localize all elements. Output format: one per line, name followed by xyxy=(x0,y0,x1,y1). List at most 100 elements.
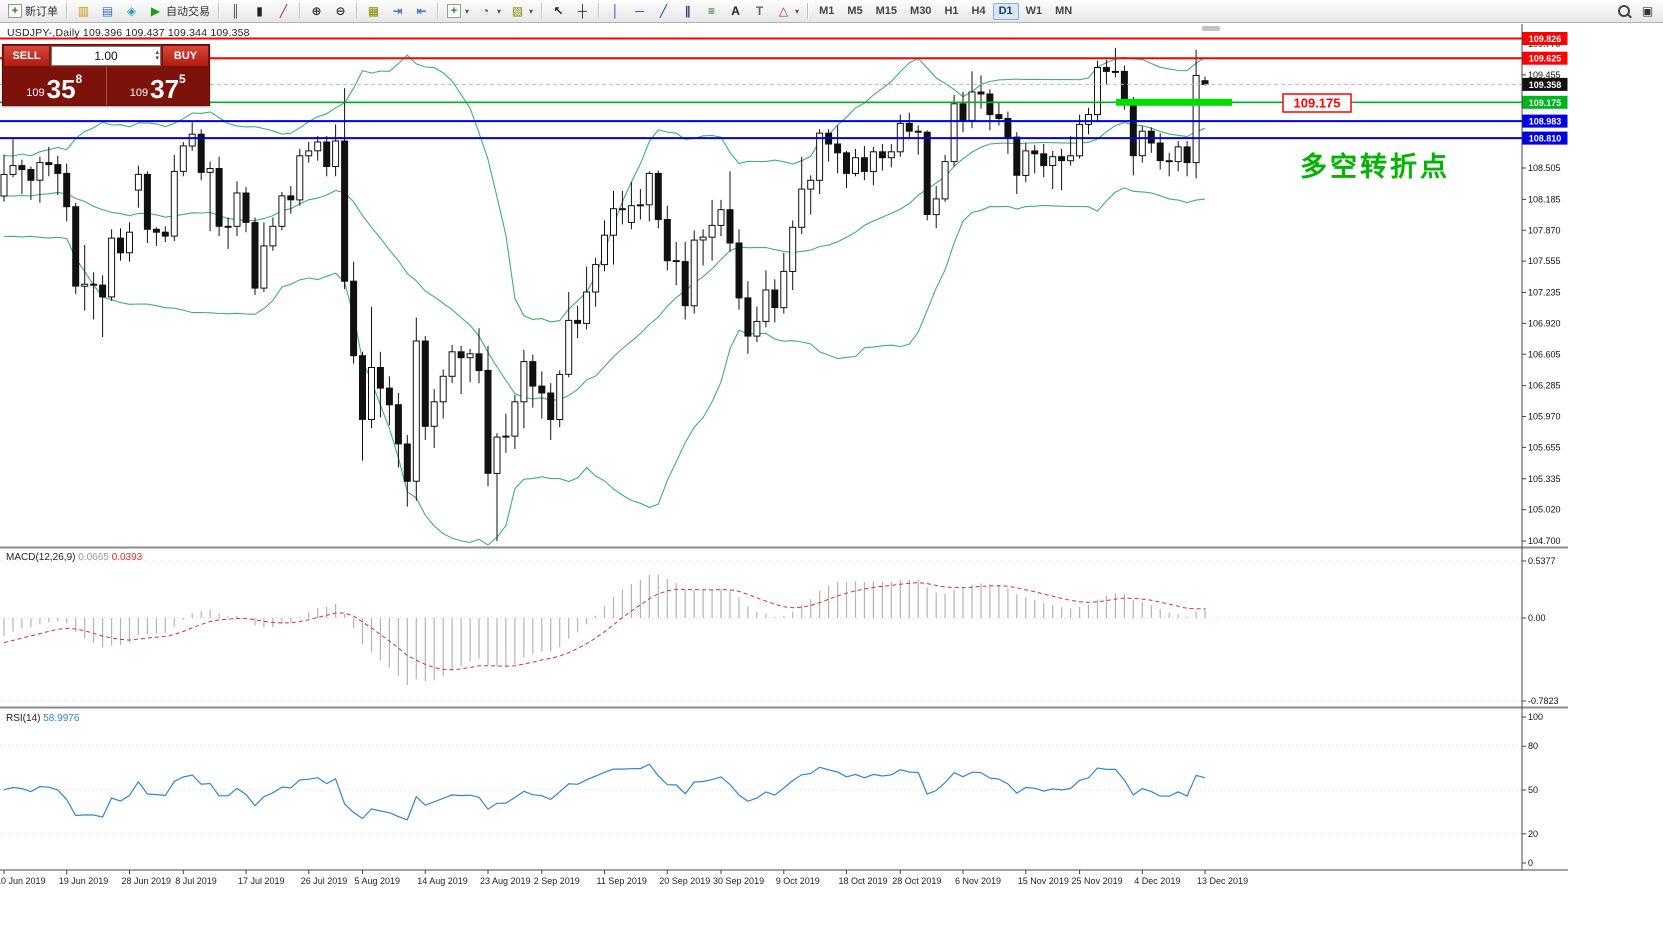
candlestick-chart-button[interactable]: ▮ xyxy=(248,2,271,21)
candle-body xyxy=(995,114,1003,119)
candle-body xyxy=(1165,160,1173,163)
candle-body xyxy=(99,284,107,298)
fibonacci-button[interactable]: ≡ xyxy=(700,2,723,21)
market-watch-button[interactable]: ▥ xyxy=(72,2,95,21)
timeframe-m5-button[interactable]: M5 xyxy=(841,3,868,20)
candle-body xyxy=(565,319,573,375)
candle-body xyxy=(977,91,985,95)
cursor-button[interactable]: ↖ xyxy=(547,2,570,21)
level-label-box[interactable] xyxy=(1282,93,1352,113)
candle-body xyxy=(287,195,295,201)
candle-body xyxy=(161,231,169,237)
axis-tick-label: -0.7823 xyxy=(1528,696,1559,706)
data-window-button[interactable]: ▤ xyxy=(96,2,119,21)
channel-icon: ∥ xyxy=(684,3,691,18)
zoom-out-button[interactable]: ⊖ xyxy=(329,2,352,21)
candle-body xyxy=(457,351,465,359)
vertical-line-button[interactable]: │ xyxy=(604,2,627,21)
axis-tick-label: 108.505 xyxy=(1528,163,1561,173)
candle-body xyxy=(735,242,743,299)
candle-body xyxy=(645,172,653,206)
search-button[interactable] xyxy=(1612,2,1635,21)
zoom-in-button[interactable]: ⊕ xyxy=(305,2,328,21)
axis-tick-label: 107.870 xyxy=(1528,225,1561,235)
candle-body xyxy=(663,219,671,262)
timeframe-m1-button[interactable]: M1 xyxy=(813,3,840,20)
candle-body xyxy=(126,231,133,254)
templates-button[interactable]: ▧ ▾ xyxy=(506,2,537,21)
bar-chart-button[interactable]: ║ xyxy=(224,2,247,21)
horizontal-line-button[interactable]: ─ xyxy=(628,2,651,21)
candle-body xyxy=(215,168,223,227)
candle-body xyxy=(90,283,98,286)
chevron-down-icon: ▾ xyxy=(497,6,502,16)
sell-price-prefix: 109 xyxy=(26,87,45,99)
windows-button[interactable]: ▣ xyxy=(1636,2,1659,21)
trendline-button[interactable]: ╱ xyxy=(652,2,675,21)
date-tick-label: 5 Aug 2019 xyxy=(355,876,401,886)
timeframe-m30-button[interactable]: M30 xyxy=(904,3,937,20)
toolbar-separator xyxy=(437,3,439,19)
sell-price-display[interactable]: 109 35 8 xyxy=(3,67,107,105)
timeframe-h1-button[interactable]: H1 xyxy=(938,3,964,20)
price-badge-109.175 xyxy=(1522,95,1568,109)
date-tick-label: 19 Jun 2019 xyxy=(59,876,109,886)
candle-body xyxy=(117,237,124,254)
shapes-button[interactable]: △ ▾ xyxy=(772,2,803,21)
text-button[interactable]: A xyxy=(724,2,747,21)
crosshair-button[interactable]: ┼ xyxy=(571,2,594,21)
timeframe-mn-button[interactable]: MN xyxy=(1049,3,1078,20)
search-icon xyxy=(1616,4,1631,19)
channel-button[interactable]: ∥ xyxy=(676,2,699,21)
chart-scroll-thumb[interactable] xyxy=(1202,26,1220,31)
spinner-down-icon[interactable]: ▾ xyxy=(155,55,159,62)
candle-body xyxy=(170,170,178,237)
periods-button[interactable]: ◔ ▾ xyxy=(474,2,505,21)
auto-scroll-button[interactable]: ⇥ xyxy=(386,2,409,21)
timeframe-m15-button[interactable]: M15 xyxy=(870,3,903,20)
sell-button[interactable]: SELL xyxy=(3,45,50,67)
candle-body xyxy=(681,261,689,307)
candle-body xyxy=(1022,150,1030,176)
candle-body xyxy=(932,198,940,216)
buy-price-display[interactable]: 109 37 5 xyxy=(107,67,210,105)
timeframe-w1-button[interactable]: W1 xyxy=(1020,3,1049,20)
candle-body xyxy=(1183,146,1191,164)
text-label-button[interactable]: T xyxy=(748,2,771,21)
line-chart-button[interactable]: ╱ xyxy=(272,2,295,21)
date-tick-label: 20 Sep 2019 xyxy=(659,876,710,886)
candle-body xyxy=(1076,123,1084,157)
candle-body xyxy=(484,369,492,474)
date-axis[interactable]: 10 Jun 2019 19 Jun 2019 28 Jun 2019 8 Jul 2… xyxy=(0,870,1248,886)
main-price-pane: 109.175 多空转折点 xyxy=(0,37,1522,546)
date-tick-label: 25 Nov 2019 xyxy=(1072,876,1123,886)
indicators-button[interactable]: + ▾ xyxy=(443,2,473,21)
date-tick-label: 4 Dec 2019 xyxy=(1134,876,1180,886)
date-tick-label: 30 Sep 2019 xyxy=(713,876,764,886)
navigator-button[interactable]: ◈ xyxy=(120,2,143,21)
new-order-button[interactable]: + 新订单 xyxy=(4,2,62,21)
chart-background[interactable] xyxy=(0,24,1663,945)
date-tick-label: 15 Nov 2019 xyxy=(1018,876,1069,886)
timeframe-h4-button[interactable]: H4 xyxy=(966,3,992,20)
candle-body xyxy=(699,236,707,241)
price-badge-label: 109.175 xyxy=(1529,98,1562,108)
spinner-up-icon[interactable]: ▴ xyxy=(155,49,159,56)
buy-button[interactable]: BUY xyxy=(162,45,209,67)
candle-body xyxy=(466,353,474,359)
price-axis[interactable]: 109.770109.455108.505108.185107.870107.5… xyxy=(0,24,1568,871)
volume-field[interactable]: 1.00 ▴ ▾ xyxy=(51,46,161,66)
auto-trading-button[interactable]: ▶ 自动交易 xyxy=(144,2,214,21)
tile-windows-button[interactable]: ▦ xyxy=(362,2,385,21)
support-zone-segment[interactable] xyxy=(1116,98,1232,106)
timeframe-d1-button[interactable]: D1 xyxy=(992,2,1019,20)
level-label-text: 109.175 xyxy=(1294,96,1341,111)
chart-shift-button[interactable]: ⇤ xyxy=(410,2,433,21)
candle-body xyxy=(179,145,187,172)
candle-body xyxy=(1004,118,1012,138)
date-tick-label: 10 Jun 2019 xyxy=(0,876,46,886)
candle-body xyxy=(583,291,591,324)
label-icon: T xyxy=(755,3,764,18)
candle-body xyxy=(224,225,232,228)
